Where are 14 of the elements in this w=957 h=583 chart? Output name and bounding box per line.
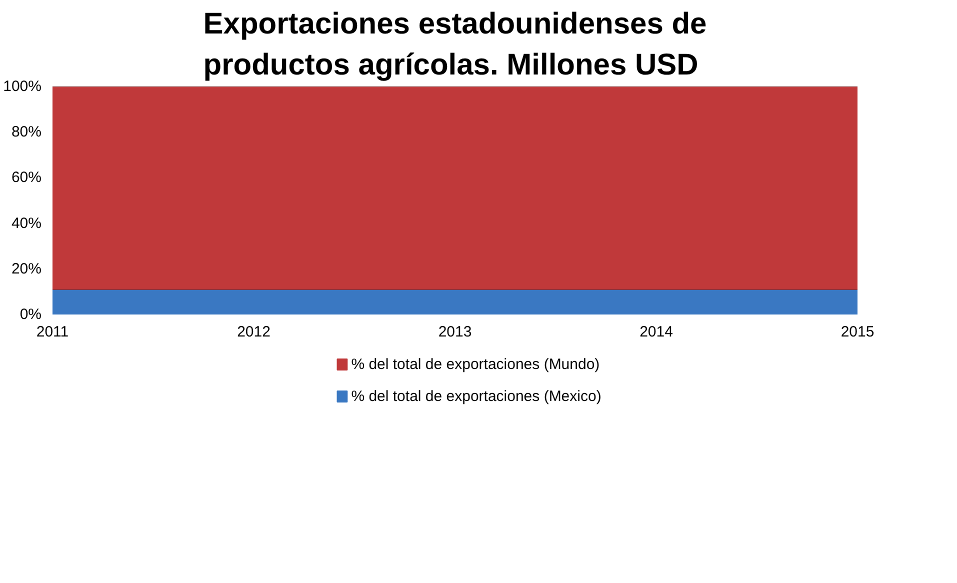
x-tick-label: 2015 (840, 324, 874, 340)
y-tick-label: 60% (11, 169, 42, 186)
y-tick-label: 100% (3, 78, 42, 95)
chart-title: Exportaciones estadounidenses de productos agrícolas. Millones USD (203, 7, 707, 82)
x-tick-label: 2013 (438, 324, 472, 340)
y-tick-label: 40% (11, 214, 42, 232)
y-tick-label: 0% (20, 306, 42, 323)
x-tick-label: 2011 (36, 324, 69, 340)
x-tick-label: 2012 (237, 324, 270, 340)
legend-label: % del total de exportaciones (Mexico) (351, 388, 602, 405)
y-tick-label: 80% (11, 124, 42, 141)
x-tick-label: 2014 (640, 324, 673, 340)
legend-label: % del total de exportaciones (Mundo) (351, 356, 600, 373)
y-tick-label: 20% (11, 260, 42, 278)
